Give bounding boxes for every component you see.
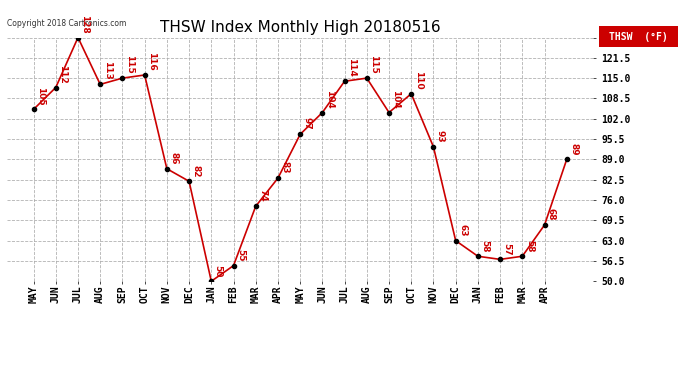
Text: 74: 74 — [258, 189, 267, 202]
Text: THSW  (°F): THSW (°F) — [609, 32, 668, 42]
Text: 82: 82 — [192, 165, 201, 177]
Text: 104: 104 — [325, 90, 334, 108]
Text: 128: 128 — [81, 15, 90, 33]
Text: 63: 63 — [458, 224, 467, 237]
Text: 110: 110 — [414, 71, 423, 90]
Text: 115: 115 — [125, 55, 134, 74]
Text: 58: 58 — [525, 240, 534, 252]
Title: THSW Index Monthly High 20180516: THSW Index Monthly High 20180516 — [160, 20, 440, 35]
Text: 112: 112 — [58, 64, 67, 83]
Text: 116: 116 — [147, 52, 156, 71]
Text: Copyright 2018 Cartronics.com: Copyright 2018 Cartronics.com — [7, 19, 126, 28]
Text: 83: 83 — [280, 162, 289, 174]
Text: 114: 114 — [347, 58, 356, 77]
Text: 115: 115 — [369, 55, 378, 74]
Text: 57: 57 — [502, 243, 511, 255]
Text: 93: 93 — [436, 130, 445, 143]
Text: 89: 89 — [569, 142, 578, 155]
Text: 86: 86 — [169, 152, 178, 165]
Text: 55: 55 — [236, 249, 245, 261]
Text: 104: 104 — [391, 90, 400, 108]
Text: 105: 105 — [36, 87, 45, 105]
Text: 68: 68 — [547, 209, 556, 221]
Text: 97: 97 — [303, 117, 312, 130]
Text: 58: 58 — [480, 240, 489, 252]
Text: 50: 50 — [214, 265, 223, 277]
Text: 113: 113 — [103, 62, 112, 80]
